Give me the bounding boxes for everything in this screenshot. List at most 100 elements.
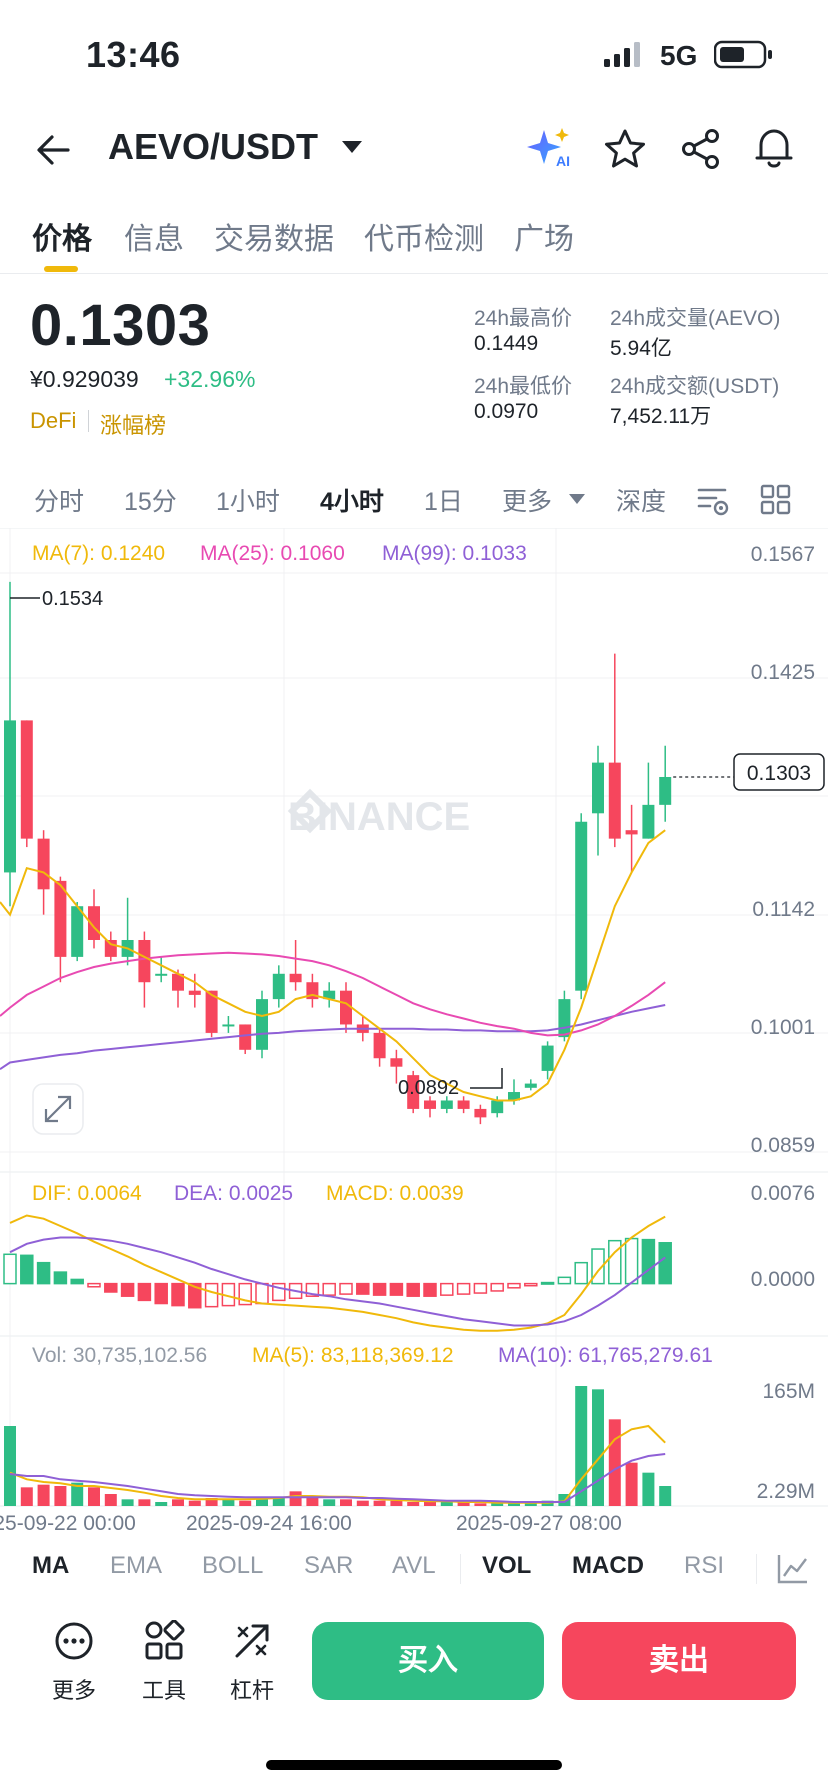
volume-bar: [54, 1486, 67, 1506]
volume-bar: [659, 1486, 672, 1506]
candle-body: [608, 762, 621, 839]
kline-chart[interactable]: BINANCE MA(7): 0.1240 MA(25): 0.1060 MA(…: [0, 528, 828, 1508]
tab-token-check[interactable]: 代币检测: [364, 223, 484, 256]
tab-trading-data[interactable]: 交易数据: [214, 223, 334, 256]
ind-macd[interactable]: MACD: [572, 1552, 644, 1579]
cny-price: ¥0.929039: [30, 366, 139, 392]
buy-button[interactable]: 买入: [312, 1622, 544, 1700]
tag-divider: [88, 410, 89, 432]
macd-legend: MACD: 0.0039: [326, 1182, 464, 1205]
tf-more[interactable]: 更多: [502, 488, 553, 516]
vol-tick: 2.29M: [757, 1480, 815, 1503]
layout-grid-icon[interactable]: [760, 484, 792, 516]
vol-tick: 165M: [762, 1380, 815, 1403]
ind-vol[interactable]: VOL: [482, 1552, 532, 1579]
expand-icon[interactable]: [32, 1083, 84, 1135]
candle-body: [239, 1024, 252, 1050]
category-tag[interactable]: DeFi: [30, 408, 77, 433]
tf-15m[interactable]: 15分: [124, 488, 177, 516]
volume-bar: [289, 1491, 302, 1506]
leverage-label: 杠杆: [229, 1678, 274, 1703]
vol-ma10-line: [9, 1453, 666, 1503]
tab-info[interactable]: 信息: [124, 223, 184, 256]
macd-bar: [574, 1261, 588, 1285]
pair-title[interactable]: AEVO/USDT: [108, 126, 319, 167]
caret-down-icon[interactable]: [340, 138, 364, 156]
dea-legend: DEA: 0.0025: [174, 1182, 293, 1205]
sell-button[interactable]: 卖出: [562, 1622, 796, 1700]
ind-sar[interactable]: SAR: [304, 1552, 354, 1579]
more-dots-icon: [55, 1622, 93, 1660]
volume-bar: [88, 1487, 100, 1506]
volume-value: 5.94亿: [610, 337, 672, 360]
macd-bar: [423, 1282, 437, 1297]
volume-bar: [424, 1502, 436, 1506]
candle-body: [4, 720, 16, 873]
macd-bar: [171, 1282, 185, 1307]
candle-body: [390, 1058, 403, 1067]
status-time: 13:46: [86, 34, 181, 75]
ind-ema[interactable]: EMA: [110, 1552, 163, 1579]
volume-label: 24h成交量(AEVO): [610, 307, 781, 330]
vol-ma5-line: [9, 1424, 666, 1504]
candle-body: [272, 973, 285, 1000]
candle-body: [54, 880, 67, 957]
candle-body: [71, 906, 84, 957]
more-caret-icon[interactable]: [568, 492, 586, 506]
candle-body: [155, 973, 168, 976]
signal-icon: [604, 42, 640, 67]
leverage-button[interactable]: 杠杆: [212, 1620, 292, 1705]
vol-ma5-legend: MA(5): 83,118,369.12: [252, 1344, 454, 1367]
chart-settings-icon[interactable]: [696, 484, 730, 518]
ai-sparkle-icon[interactable]: AI: [526, 126, 574, 172]
timeframe-bar: 分时 15分 1小时 4小时 1日 更多 深度: [0, 476, 828, 530]
candle-body: [20, 720, 33, 839]
high-marker-label: 0.1534: [42, 588, 103, 610]
volume-bar: [37, 1484, 50, 1506]
low-value: 0.0970: [474, 400, 539, 423]
volume-bar: [256, 1496, 268, 1506]
candle-body: [575, 821, 588, 991]
current-price-tag: [733, 753, 825, 791]
rank-tag[interactable]: 涨幅榜: [100, 413, 167, 438]
amount-label: 24h成交额(USDT): [610, 375, 780, 398]
tf-1d[interactable]: 1日: [424, 488, 463, 516]
dif-legend: DIF: 0.0064: [32, 1182, 142, 1205]
macd-bar: [473, 1282, 488, 1294]
volume-bar: [608, 1419, 621, 1506]
tools-button[interactable]: 工具: [124, 1619, 204, 1705]
macd-bar: [658, 1242, 672, 1285]
tools-label: 工具: [141, 1678, 186, 1703]
tf-time-sharing[interactable]: 分时: [34, 488, 85, 516]
low-label: 24h最低价: [474, 375, 573, 398]
macd-bar: [389, 1282, 404, 1296]
macd-bar: [20, 1254, 34, 1285]
volume-bar: [205, 1498, 218, 1506]
volume-bar: [239, 1500, 252, 1506]
macd-tick: 0.0076: [751, 1182, 815, 1205]
favorite-star-icon[interactable]: [604, 128, 646, 170]
macd-bar: [70, 1278, 84, 1285]
ma99-line: [0, 1004, 666, 1071]
tab-price[interactable]: 价格: [32, 223, 92, 256]
tf-4h[interactable]: 4小时: [320, 488, 384, 516]
indicator-settings-icon[interactable]: [776, 1552, 810, 1586]
macd-bar: [36, 1261, 51, 1285]
volume-bars: [4, 1386, 672, 1506]
macd-bar: [322, 1282, 336, 1296]
macd-bar: [490, 1282, 504, 1292]
ma25-legend: MA(25): 0.1060: [200, 542, 345, 565]
tf-depth[interactable]: 深度: [616, 488, 667, 516]
tf-1h[interactable]: 1小时: [216, 488, 280, 516]
ind-avl[interactable]: AVL: [392, 1552, 436, 1579]
share-icon[interactable]: [680, 128, 722, 170]
ind-ma[interactable]: MA: [32, 1552, 70, 1579]
volume-bar: [491, 1503, 504, 1506]
more-button[interactable]: 更多: [34, 1620, 114, 1705]
tab-square[interactable]: 广场: [514, 223, 574, 256]
ind-rsi[interactable]: RSI: [684, 1552, 725, 1579]
back-arrow-icon[interactable]: [34, 130, 74, 170]
candle-body: [138, 939, 151, 983]
ind-boll[interactable]: BOLL: [202, 1552, 264, 1579]
bell-icon[interactable]: [754, 126, 794, 170]
